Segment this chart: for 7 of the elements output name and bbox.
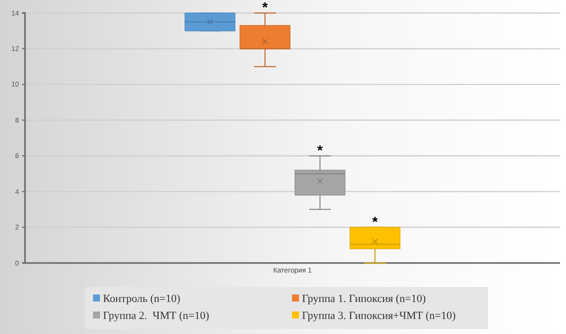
annotation: *: [372, 213, 378, 230]
annotation: *: [262, 0, 268, 15]
legend-label: Группа 2. ЧМТ (n=10): [103, 310, 210, 322]
legend-label: Группа 3. Гипоксия+ЧМТ (n=10): [302, 310, 456, 322]
legend-label: Контроль (n=10): [103, 292, 181, 305]
legend-label: Группа 1. Гипоксия (n=10): [302, 292, 426, 305]
annotation: *: [317, 142, 324, 158]
